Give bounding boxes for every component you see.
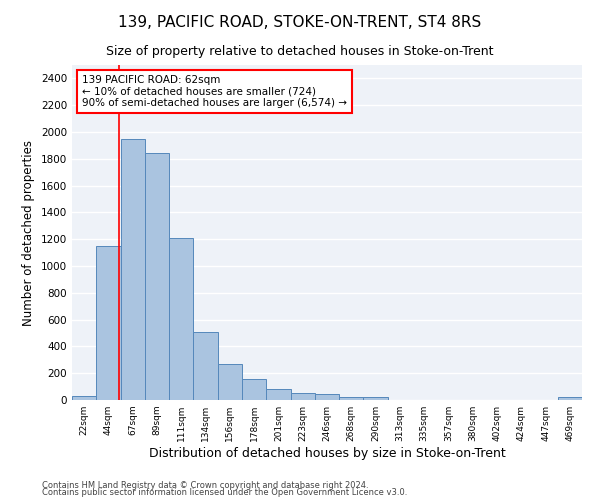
Bar [121,138,145,400]
Y-axis label: Number of detached properties: Number of detached properties [22,140,35,326]
Bar [145,154,169,400]
Bar [96,246,121,400]
Bar [266,390,290,400]
Bar [290,394,315,400]
Bar [72,396,96,400]
Bar [242,379,266,400]
Bar [339,398,364,400]
Bar [193,332,218,400]
Bar [218,364,242,400]
Bar [169,238,193,400]
X-axis label: Distribution of detached houses by size in Stoke-on-Trent: Distribution of detached houses by size … [149,447,505,460]
Bar [315,394,339,400]
Bar [364,398,388,400]
Text: Contains public sector information licensed under the Open Government Licence v3: Contains public sector information licen… [42,488,407,497]
Text: Size of property relative to detached houses in Stoke-on-Trent: Size of property relative to detached ho… [106,45,494,58]
Text: Contains HM Land Registry data © Crown copyright and database right 2024.: Contains HM Land Registry data © Crown c… [42,480,368,490]
Bar [558,398,582,400]
Text: 139, PACIFIC ROAD, STOKE-ON-TRENT, ST4 8RS: 139, PACIFIC ROAD, STOKE-ON-TRENT, ST4 8… [118,15,482,30]
Text: 139 PACIFIC ROAD: 62sqm
← 10% of detached houses are smaller (724)
90% of semi-d: 139 PACIFIC ROAD: 62sqm ← 10% of detache… [82,75,347,108]
